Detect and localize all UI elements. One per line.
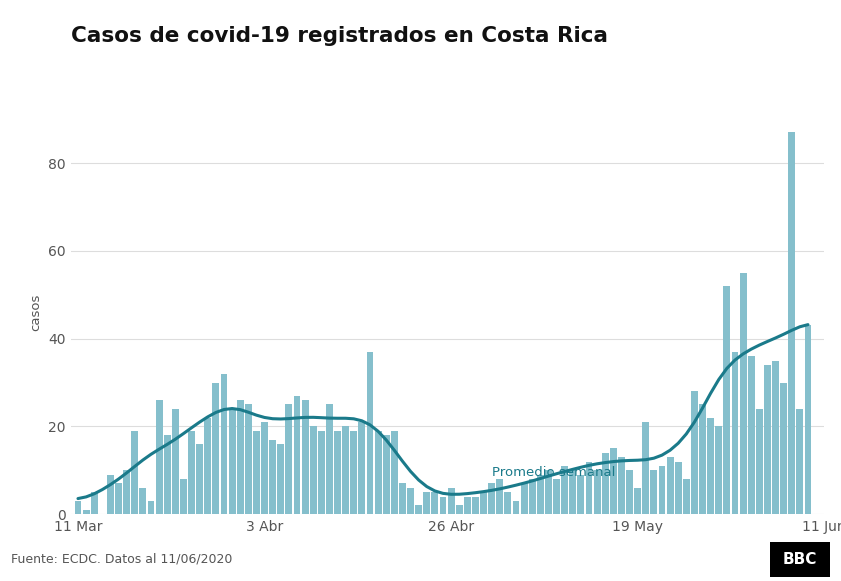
- Bar: [342, 426, 349, 514]
- Text: BBC: BBC: [783, 552, 817, 566]
- Bar: [529, 479, 536, 514]
- Bar: [351, 431, 357, 514]
- Bar: [245, 404, 251, 514]
- Bar: [309, 426, 317, 514]
- Bar: [431, 492, 438, 514]
- Bar: [561, 466, 568, 514]
- Bar: [140, 488, 146, 514]
- Bar: [123, 470, 130, 514]
- Bar: [415, 505, 422, 514]
- Bar: [805, 325, 812, 514]
- Bar: [537, 475, 544, 514]
- Bar: [407, 488, 414, 514]
- Bar: [423, 492, 431, 514]
- Bar: [456, 505, 463, 514]
- Bar: [674, 461, 681, 514]
- Bar: [196, 444, 203, 514]
- Bar: [618, 457, 625, 514]
- Bar: [188, 431, 195, 514]
- Bar: [213, 382, 220, 514]
- Bar: [667, 457, 674, 514]
- Bar: [131, 431, 138, 514]
- Bar: [634, 488, 641, 514]
- Bar: [229, 409, 235, 514]
- Bar: [472, 497, 479, 514]
- Bar: [237, 400, 244, 514]
- Bar: [659, 466, 665, 514]
- Bar: [220, 374, 227, 514]
- Bar: [569, 470, 576, 514]
- Bar: [318, 431, 325, 514]
- Bar: [204, 418, 211, 514]
- Bar: [732, 352, 738, 514]
- Bar: [521, 483, 527, 514]
- Bar: [512, 501, 520, 514]
- Bar: [488, 483, 495, 514]
- Bar: [172, 409, 179, 514]
- Bar: [764, 365, 771, 514]
- Bar: [691, 391, 698, 514]
- Bar: [545, 470, 552, 514]
- Bar: [91, 492, 98, 514]
- Bar: [399, 483, 406, 514]
- Bar: [261, 422, 268, 514]
- Bar: [772, 361, 779, 514]
- Bar: [374, 431, 382, 514]
- Bar: [480, 492, 487, 514]
- Bar: [756, 409, 763, 514]
- FancyBboxPatch shape: [770, 541, 830, 576]
- Bar: [253, 431, 260, 514]
- Bar: [269, 440, 276, 514]
- Y-axis label: casos: casos: [29, 293, 43, 331]
- Bar: [578, 475, 584, 514]
- Bar: [358, 422, 365, 514]
- Bar: [643, 422, 649, 514]
- Text: Fuente: ECDC. Datos al 11/06/2020: Fuente: ECDC. Datos al 11/06/2020: [11, 553, 232, 566]
- Text: Casos de covid-19 registrados en Costa Rica: Casos de covid-19 registrados en Costa R…: [71, 26, 609, 46]
- Bar: [447, 488, 454, 514]
- Bar: [788, 132, 796, 514]
- Bar: [294, 396, 300, 514]
- Bar: [107, 475, 114, 514]
- Bar: [302, 400, 309, 514]
- Bar: [75, 501, 82, 514]
- Bar: [626, 470, 633, 514]
- Bar: [707, 418, 714, 514]
- Bar: [180, 479, 187, 514]
- Bar: [739, 273, 747, 514]
- Bar: [334, 431, 341, 514]
- Bar: [585, 461, 592, 514]
- Bar: [164, 435, 171, 514]
- Bar: [505, 492, 511, 514]
- Bar: [796, 409, 803, 514]
- Bar: [723, 286, 730, 514]
- Bar: [699, 404, 706, 514]
- Bar: [391, 431, 398, 514]
- Bar: [440, 497, 447, 514]
- Bar: [683, 479, 690, 514]
- Bar: [383, 435, 389, 514]
- Bar: [326, 404, 333, 514]
- Bar: [602, 453, 609, 514]
- Bar: [650, 470, 658, 514]
- Bar: [780, 382, 787, 514]
- Bar: [748, 356, 754, 514]
- Bar: [147, 501, 155, 514]
- Bar: [464, 497, 471, 514]
- Bar: [716, 426, 722, 514]
- Bar: [285, 404, 293, 514]
- Bar: [82, 510, 89, 514]
- Bar: [594, 470, 600, 514]
- Bar: [115, 483, 122, 514]
- Bar: [496, 479, 503, 514]
- Bar: [367, 352, 373, 514]
- Text: Promedio semanal: Promedio semanal: [492, 467, 615, 479]
- Bar: [156, 400, 162, 514]
- Bar: [278, 444, 284, 514]
- Bar: [553, 479, 560, 514]
- Bar: [610, 449, 616, 514]
